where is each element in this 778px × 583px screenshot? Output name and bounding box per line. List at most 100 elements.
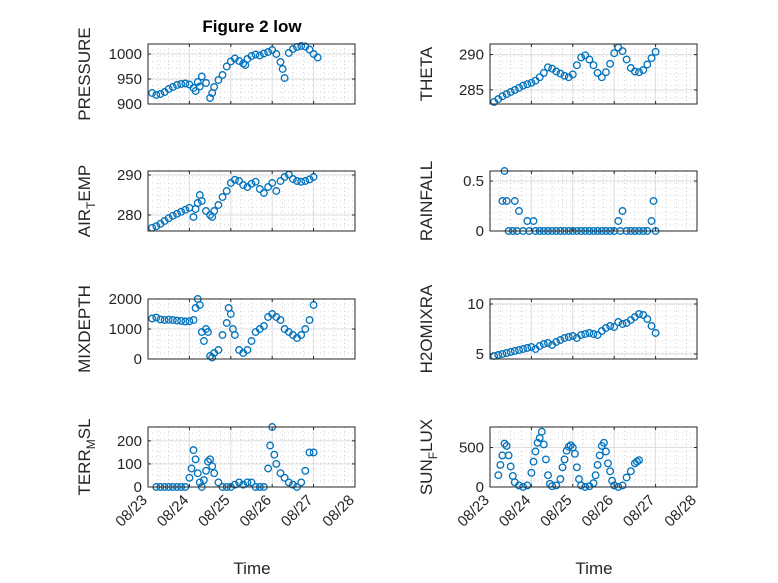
- data-point: [593, 331, 602, 339]
- data-point: [156, 90, 165, 98]
- data-point: [635, 310, 643, 318]
- data-point: [181, 317, 190, 326]
- data-point: [604, 459, 612, 468]
- data-point: [610, 49, 619, 58]
- data-point: [498, 197, 507, 205]
- grid: [489, 299, 698, 359]
- data-point: [309, 448, 318, 457]
- data-point: [202, 207, 210, 215]
- data-point: [618, 481, 627, 490]
- data-point: [276, 58, 285, 66]
- data-point: [214, 478, 223, 487]
- data-point: [581, 330, 590, 338]
- data-point: [649, 197, 658, 205]
- data-point: [502, 349, 511, 357]
- data-point: [570, 449, 579, 458]
- subplot-terr-msl: 0 100 200 08/23 08/24 08/25 08/26 08/27 08/28 TER…: [75, 418, 358, 530]
- data-point: [272, 50, 281, 58]
- data-point: [218, 331, 227, 339]
- data-point: [651, 47, 660, 56]
- data-point: [502, 441, 511, 450]
- data-point: [177, 207, 186, 216]
- data-point: [156, 315, 165, 324]
- data-point: [204, 457, 212, 466]
- data-series: [148, 295, 318, 362]
- data-point: [214, 76, 223, 84]
- data-point: [152, 222, 161, 231]
- data-point: [206, 94, 215, 102]
- data-point: [531, 447, 540, 456]
- data-point: [247, 52, 256, 60]
- subplot-rainfall: 0 0.5 RAINFALL: [417, 161, 698, 241]
- data-point: [243, 346, 252, 354]
- y-axis-label: MIXDEPTH: [75, 285, 94, 373]
- y-tick-label: 500: [459, 440, 484, 457]
- data-point: [222, 187, 231, 195]
- data-point: [214, 346, 223, 354]
- data-point: [558, 463, 567, 472]
- data-point: [278, 65, 287, 73]
- y-tick-label: 5: [476, 346, 484, 363]
- data-point: [494, 471, 503, 480]
- data-point: [193, 199, 202, 207]
- data-point: [189, 213, 198, 221]
- data-point: [264, 48, 273, 56]
- data-point: [647, 54, 656, 63]
- data-point: [635, 456, 643, 465]
- data-point: [606, 322, 615, 330]
- data-point: [288, 45, 297, 53]
- y-tick-label: 280: [117, 207, 142, 224]
- data-point: [288, 175, 297, 183]
- data-point: [601, 324, 610, 332]
- subplot-air-temp: 280 290 AIRTEMP: [75, 165, 356, 237]
- data-series: [490, 43, 660, 106]
- data-point: [614, 217, 623, 225]
- y-axis-label: RAINFALL: [417, 161, 436, 241]
- data-point: [601, 447, 610, 456]
- x-tick-label: 08/26: [236, 492, 275, 531]
- data-point: [537, 427, 546, 436]
- data-point: [529, 457, 538, 466]
- data-point: [239, 181, 248, 189]
- data-point: [251, 50, 260, 59]
- data-point: [191, 87, 200, 95]
- data-point: [266, 441, 275, 450]
- data-point: [297, 478, 306, 487]
- data-point: [185, 473, 194, 482]
- data-point: [577, 53, 586, 62]
- data-point: [264, 183, 273, 191]
- y-axis-label: THETA: [417, 46, 436, 101]
- data-point: [560, 71, 569, 80]
- y-tick-label: 1000: [109, 46, 142, 63]
- data-point: [610, 481, 619, 490]
- y-tick-label: 900: [117, 96, 142, 113]
- x-axis-label-right: Time: [575, 559, 612, 578]
- data-point: [519, 345, 528, 353]
- data-point: [270, 450, 279, 459]
- data-point: [639, 66, 648, 75]
- data-point: [527, 78, 536, 87]
- data-point: [606, 467, 615, 476]
- data-point: [202, 466, 210, 475]
- data-point: [218, 193, 227, 201]
- data-point: [515, 481, 523, 490]
- data-point: [510, 347, 519, 355]
- data-point: [568, 70, 577, 79]
- data-point: [585, 329, 594, 337]
- data-point: [226, 310, 235, 318]
- data-point: [259, 322, 268, 330]
- data-point: [259, 189, 268, 197]
- data-point: [293, 177, 301, 185]
- grid: [489, 44, 698, 104]
- data-series: [494, 427, 643, 491]
- x-tick-label: 08/25: [537, 492, 576, 531]
- subplot-sun-flux: 0 500 08/23 08/24 08/25 08/26 08/27 08/28 SUNFLU…: [417, 419, 700, 531]
- data-point: [202, 79, 210, 87]
- data-point: [218, 71, 227, 79]
- data-point: [506, 88, 515, 96]
- data-point: [284, 49, 293, 57]
- axes-box: [147, 43, 356, 105]
- data-point: [148, 89, 157, 97]
- x-tick-label: 08/24: [496, 492, 535, 531]
